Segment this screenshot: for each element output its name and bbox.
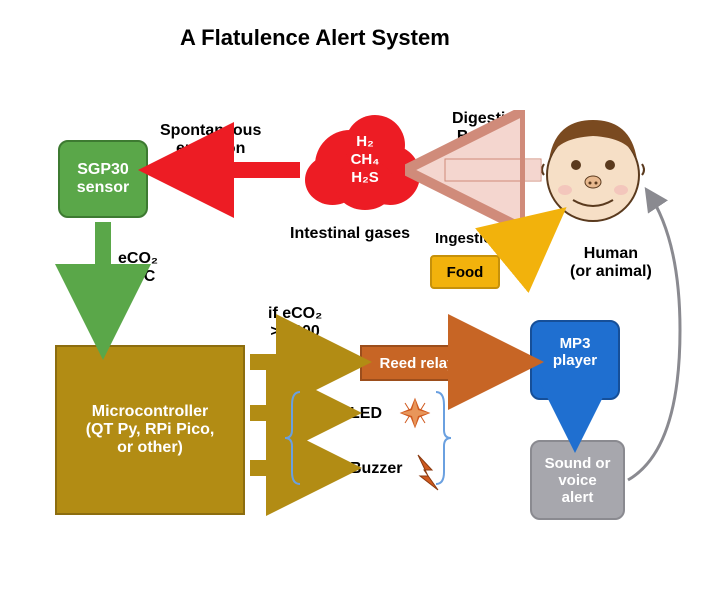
label-buzzer: Buzzer — [350, 460, 402, 478]
arrow-food-to-face — [505, 225, 545, 258]
gas-line-h2s: H₂S — [351, 169, 379, 187]
label-human: Human (or animal) — [570, 245, 652, 281]
node-alert: Sound or voice alert — [530, 440, 625, 520]
diagram-title: A Flatulence Alert System — [180, 25, 450, 51]
buzzer-bolt-icon — [418, 455, 438, 490]
human-face-icon — [542, 120, 644, 221]
label-ingestion: Ingestion — [435, 230, 502, 247]
label-digestion: Digestion Bacteria — [452, 110, 525, 146]
node-microcontroller: Microcontroller (QT Py, RPi Pico, or oth… — [55, 345, 245, 515]
bracket-right — [436, 392, 451, 484]
node-mp3-board: MP3 player board — [530, 320, 620, 400]
led-star-icon — [401, 399, 429, 427]
diagram-stage: A Flatulence Alert System SGP30 sensor M… — [0, 0, 715, 595]
node-gas-cloud: H₂ CH₄ H₂S — [305, 110, 425, 210]
node-sensor: SGP30 sensor — [58, 140, 148, 218]
label-condition: if eCO₂ > 1000 — [268, 305, 322, 341]
label-eco2-voc: eCO₂ VOC — [118, 250, 158, 286]
bracket-left — [285, 392, 300, 484]
arrow-alert-to-human — [628, 192, 680, 480]
label-intestinal: Intestinal gases — [290, 225, 410, 243]
label-led: LED — [350, 405, 382, 423]
gas-line-h2: H₂ — [356, 133, 374, 151]
gas-line-ch4: CH₄ — [351, 151, 380, 169]
node-food: Food — [430, 255, 500, 289]
node-reed-relay: Reed relay — [360, 345, 475, 381]
label-spontaneous: Spontaneous emission — [160, 122, 261, 158]
